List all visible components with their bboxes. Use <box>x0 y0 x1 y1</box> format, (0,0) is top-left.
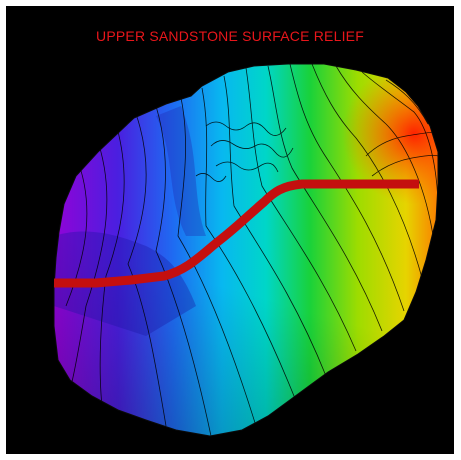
render-viewport: UPPER SANDSTONE SURFACE RELIEF <box>6 6 454 454</box>
contour-lines <box>65 64 438 436</box>
surface-body <box>54 64 438 436</box>
section-line[interactable] <box>54 179 419 288</box>
surface-outline <box>53 63 439 437</box>
surface-relief-render <box>53 63 439 437</box>
figure-title: UPPER SANDSTONE SURFACE RELIEF <box>96 28 364 44</box>
